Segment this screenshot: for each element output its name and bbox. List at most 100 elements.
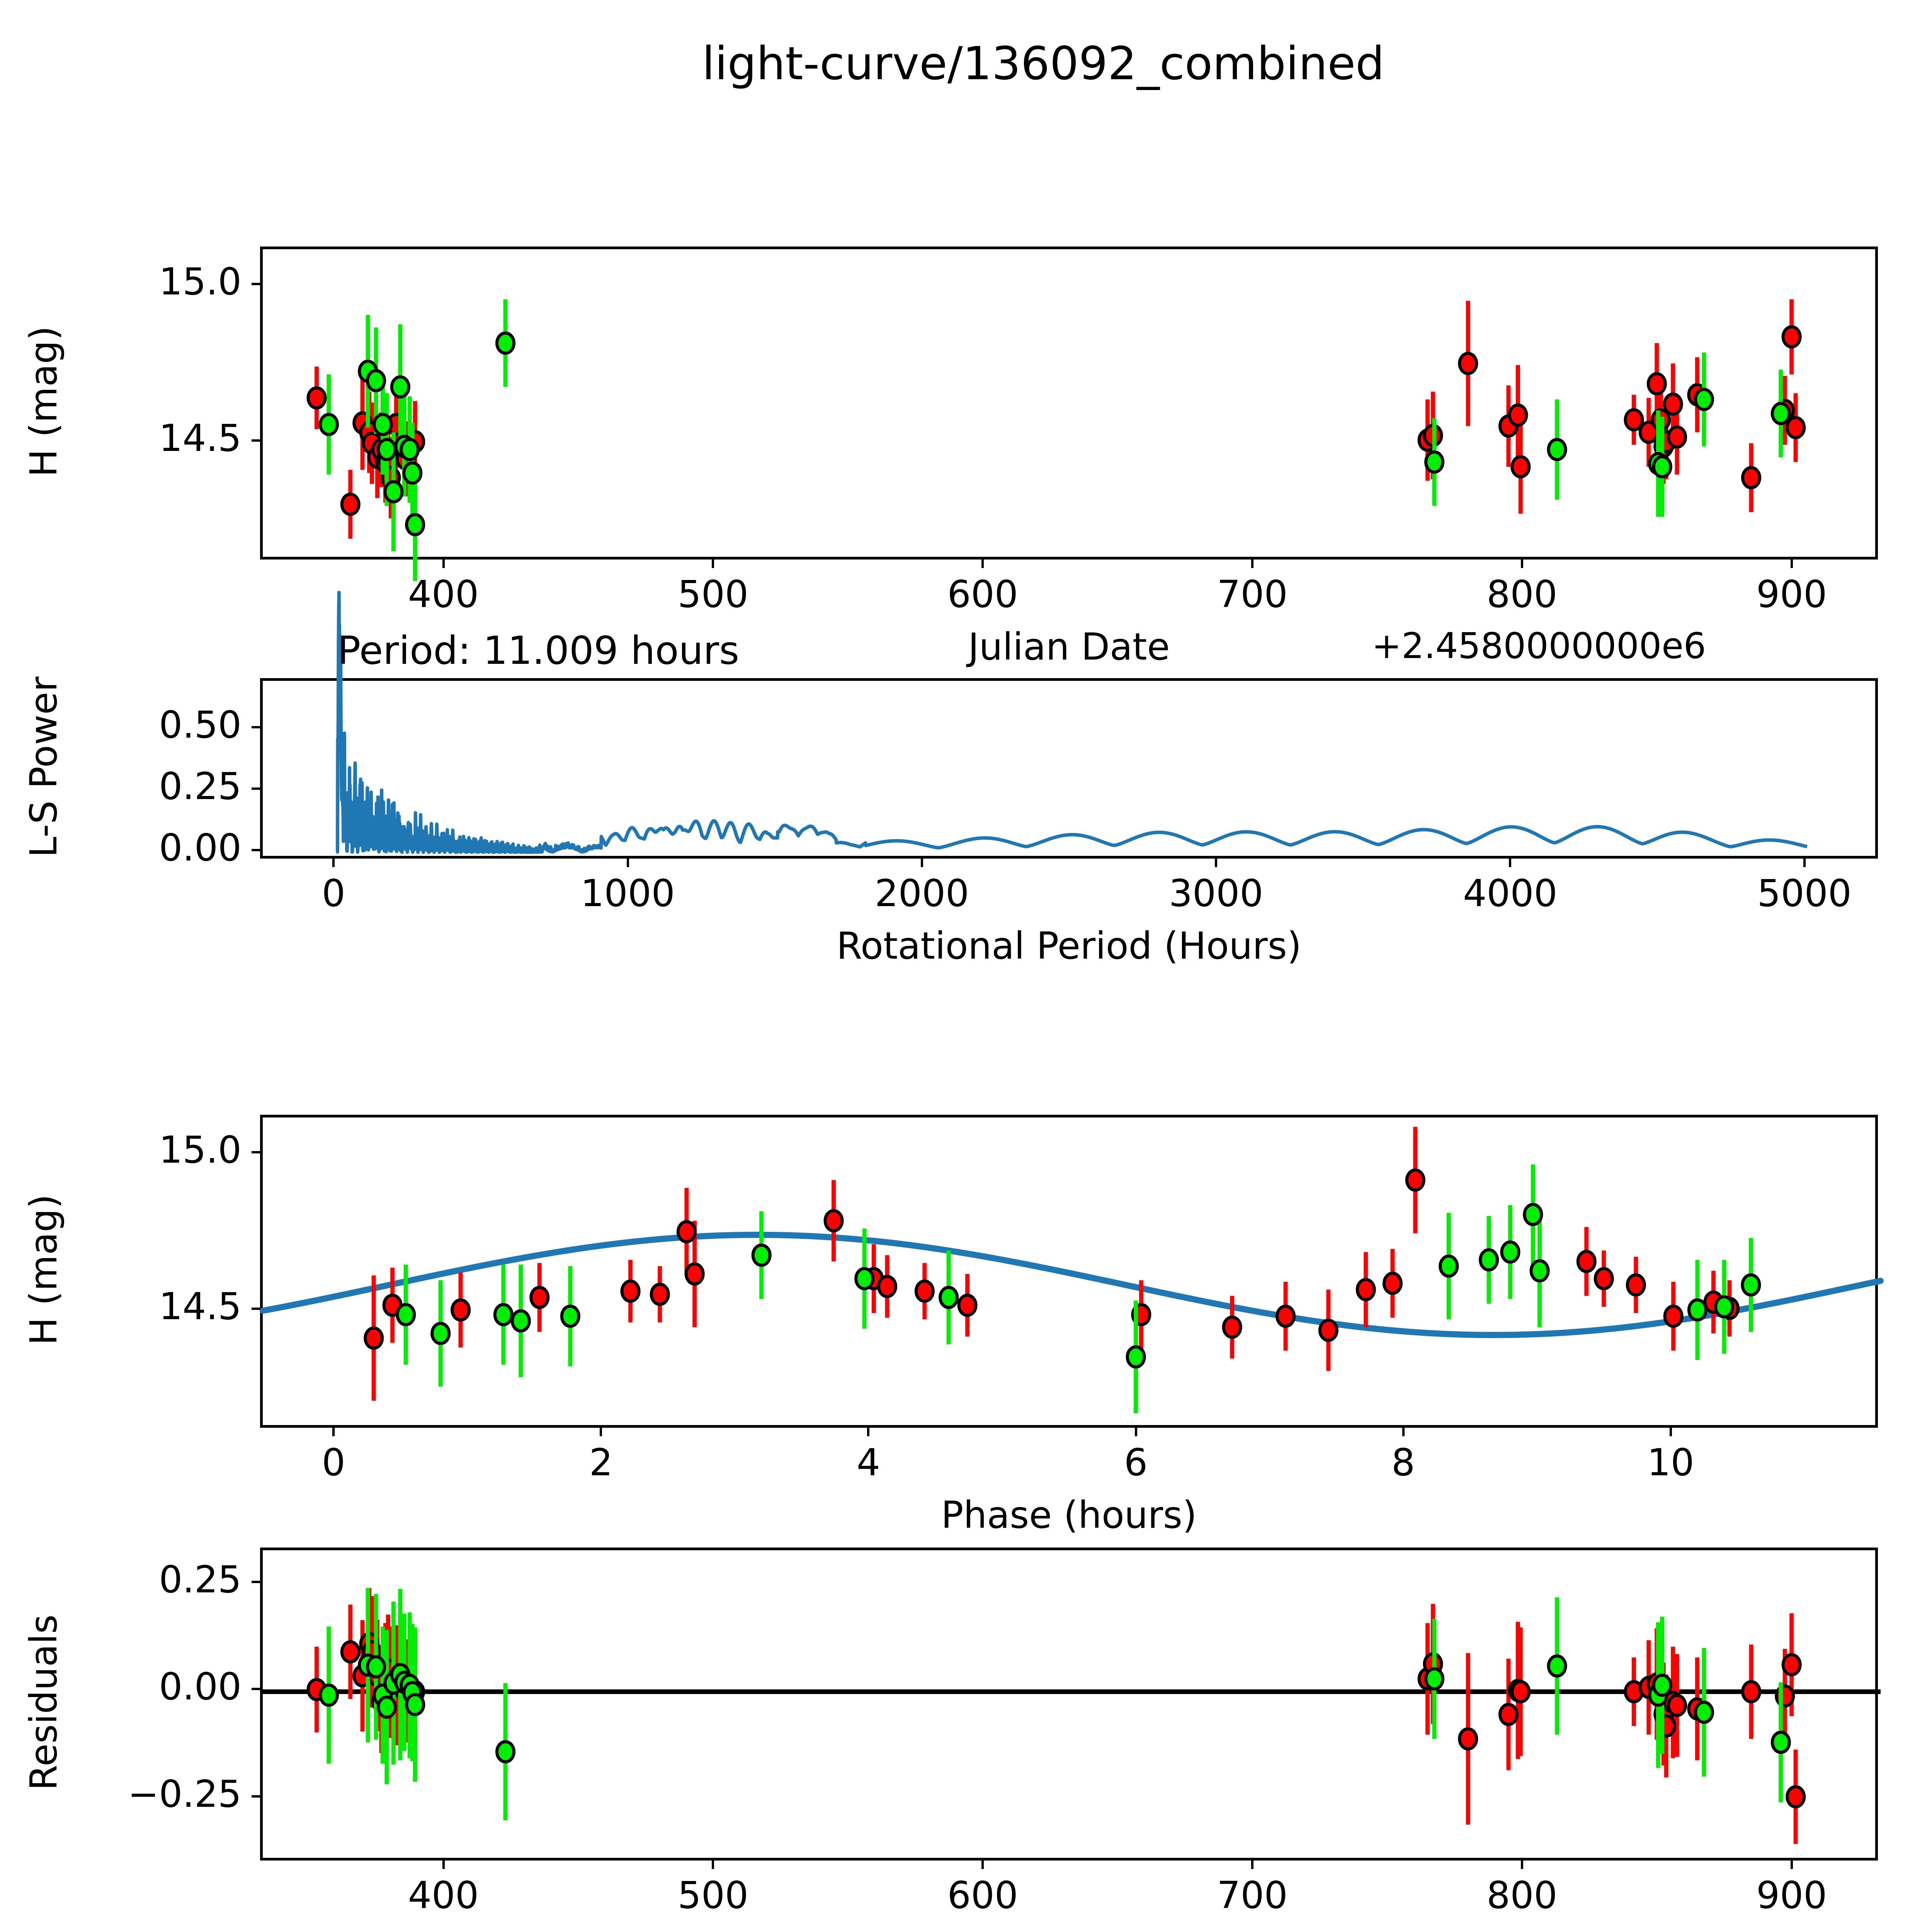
data-point (620, 1279, 641, 1303)
data-point (1405, 1168, 1425, 1192)
data-point (854, 1267, 875, 1291)
data-point (377, 1696, 397, 1719)
x-tick-label: 900 (1756, 1874, 1827, 1917)
sinusoid-fit-line (260, 1231, 1884, 1338)
data-point (1500, 1240, 1520, 1264)
x-tick-label: 500 (677, 1874, 748, 1917)
x-tick-label: 2000 (874, 872, 969, 915)
x-tick-label: 2 (589, 1441, 613, 1484)
x-tick-label: 0 (321, 872, 345, 915)
x-tick-label: 1000 (580, 872, 675, 915)
x-tickmark (1520, 560, 1523, 568)
x-tickmark (1669, 1428, 1672, 1436)
x-tickmark (332, 859, 335, 867)
data-point (1652, 1673, 1672, 1697)
y-tick-label: 0.25 (159, 764, 242, 808)
x-tickmark (626, 859, 629, 867)
data-point (405, 1693, 425, 1716)
x-tickmark (1215, 859, 1218, 867)
data-point (1663, 392, 1683, 416)
data-point (1510, 1680, 1531, 1704)
panel4-residuals-ylabel: Residuals (22, 1614, 65, 1791)
data-point (1741, 1680, 1762, 1704)
panel1-lightcurve-xlabel: Julian Date (968, 625, 1170, 668)
data-point (405, 513, 425, 536)
x-tickmark (920, 859, 923, 867)
data-point (1694, 388, 1714, 411)
x-tick-label: 4 (856, 1441, 880, 1484)
data-point (1529, 1259, 1550, 1282)
data-point (1786, 1785, 1806, 1809)
panel1-lightcurve-canvas (306, 299, 1806, 581)
x-tick-label: 10 (1647, 1441, 1694, 1484)
y-tick-label: 0.00 (159, 1665, 242, 1709)
x-tick-label: 600 (947, 573, 1018, 616)
x-tickmark (981, 1861, 984, 1869)
x-tickmark (712, 1861, 714, 1869)
data-point (495, 1740, 516, 1764)
x-tick-label: 400 (408, 1874, 479, 1917)
data-point (1687, 1298, 1708, 1322)
x-tickmark (332, 1428, 335, 1436)
data-point (676, 1220, 697, 1243)
data-point (493, 1303, 514, 1327)
data-point (510, 1309, 531, 1333)
x-tickmark (981, 560, 984, 568)
y-tick-label: 15.0 (159, 1128, 242, 1172)
data-point (383, 480, 404, 503)
data-point (650, 1282, 670, 1306)
data-point (1694, 1701, 1714, 1724)
data-point (684, 1262, 705, 1286)
x-tickmark (867, 1428, 870, 1436)
data-point (1770, 402, 1791, 425)
period-annotation: Period: 11.009 hours (337, 628, 740, 673)
data-point (1594, 1267, 1614, 1291)
data-point (1781, 1653, 1802, 1677)
data-point (1576, 1250, 1597, 1273)
series-green (396, 1164, 1761, 1413)
data-point (1741, 1273, 1761, 1297)
series-green (318, 1588, 1791, 1821)
x-tick-label: 700 (1217, 1874, 1288, 1917)
data-point (1547, 438, 1567, 461)
data-point (1355, 1278, 1376, 1301)
panel2-periodogram-xlabel: Rotational Period (Hours) (836, 924, 1302, 968)
x-tickmark (1790, 560, 1793, 568)
data-point (1458, 352, 1478, 375)
data-point (1424, 450, 1445, 474)
x-tick-label: 800 (1486, 573, 1558, 616)
panel4-residuals-xlabel: Julian Date (721, 1926, 1417, 1932)
x-tick-label: 5000 (1757, 872, 1852, 915)
data-point (1424, 1667, 1445, 1690)
data-point (751, 1243, 772, 1267)
data-point (364, 1327, 384, 1350)
x-tickmark (1251, 1861, 1254, 1869)
data-point (1318, 1318, 1338, 1342)
data-point (1498, 1702, 1519, 1726)
x-tickmark (1520, 1861, 1523, 1869)
data-point (1276, 1304, 1296, 1328)
periodogram-line (335, 590, 1809, 854)
data-point (529, 1286, 550, 1309)
x-tick-label: 3000 (1168, 872, 1264, 915)
data-point (1714, 1295, 1735, 1319)
panel3-phasefold-xlabel: Phase (hours) (941, 1493, 1197, 1537)
data-point (1770, 1731, 1791, 1754)
panel3-phasefold-canvas (260, 1127, 1884, 1413)
x-tickmark (1134, 1428, 1137, 1436)
x-tickmark (1251, 560, 1254, 568)
data-point (366, 1655, 386, 1679)
data-point (1652, 455, 1672, 478)
x-tick-label: 600 (947, 1874, 1018, 1917)
y-tickmark (252, 1795, 260, 1798)
data-point (495, 332, 516, 355)
data-point (877, 1275, 897, 1298)
data-point (914, 1279, 935, 1303)
data-point (340, 493, 361, 516)
data-point (340, 1640, 361, 1663)
y-tickmark (252, 787, 260, 790)
data-point (451, 1298, 471, 1322)
series-red (306, 299, 1806, 539)
y-tick-label: 0.50 (159, 703, 242, 747)
